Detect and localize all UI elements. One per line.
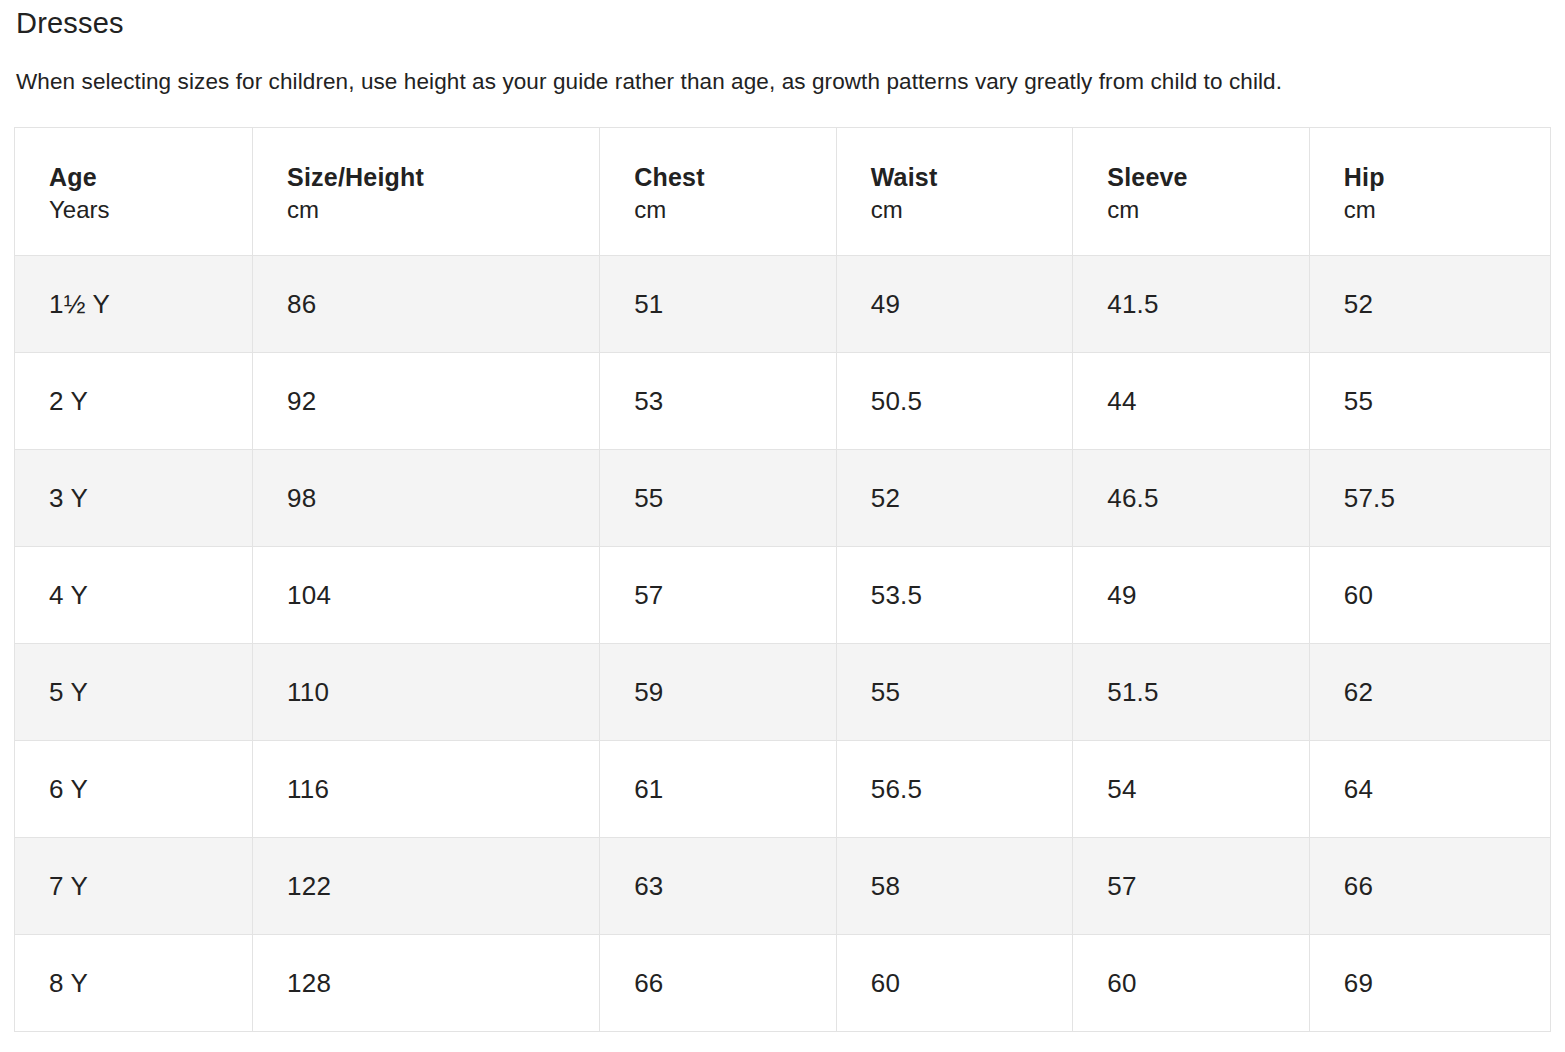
size-guide-page: Dresses When selecting sizes for childre…	[0, 0, 1565, 1052]
cell-size-height: 98	[253, 450, 600, 547]
cell-size-height: 122	[253, 838, 600, 935]
column-header-waist: Waist cm	[836, 128, 1073, 256]
cell-age: 4 Y	[15, 547, 253, 644]
cell-waist: 50.5	[836, 353, 1073, 450]
cell-chest: 55	[600, 450, 837, 547]
table-row: 1½ Y 86 51 49 41.5 52	[15, 256, 1551, 353]
cell-age: 2 Y	[15, 353, 253, 450]
column-header-size-height-label: Size/Height	[287, 161, 589, 194]
cell-chest: 57	[600, 547, 837, 644]
cell-sleeve: 60	[1073, 935, 1310, 1032]
cell-sleeve: 54	[1073, 741, 1310, 838]
cell-age: 7 Y	[15, 838, 253, 935]
cell-size-height: 104	[253, 547, 600, 644]
cell-size-height: 116	[253, 741, 600, 838]
table-row: 3 Y 98 55 52 46.5 57.5	[15, 450, 1551, 547]
cell-size-height: 86	[253, 256, 600, 353]
column-header-hip: Hip cm	[1309, 128, 1550, 256]
column-header-size-height: Size/Height cm	[253, 128, 600, 256]
cell-chest: 59	[600, 644, 837, 741]
page-title: Dresses	[16, 6, 1551, 41]
cell-chest: 61	[600, 741, 837, 838]
column-header-age-unit: Years	[49, 194, 242, 225]
cell-age: 6 Y	[15, 741, 253, 838]
cell-hip: 69	[1309, 935, 1550, 1032]
cell-size-height: 92	[253, 353, 600, 450]
size-chart-table: Age Years Size/Height cm Chest cm Waist …	[14, 127, 1551, 1032]
column-header-hip-label: Hip	[1344, 161, 1540, 194]
column-header-hip-unit: cm	[1344, 194, 1540, 225]
cell-hip: 57.5	[1309, 450, 1550, 547]
cell-age: 3 Y	[15, 450, 253, 547]
column-header-waist-unit: cm	[871, 194, 1063, 225]
cell-waist: 55	[836, 644, 1073, 741]
table-row: 7 Y 122 63 58 57 66	[15, 838, 1551, 935]
column-header-chest: Chest cm	[600, 128, 837, 256]
cell-chest: 53	[600, 353, 837, 450]
column-header-chest-label: Chest	[634, 161, 826, 194]
cell-waist: 49	[836, 256, 1073, 353]
cell-age: 1½ Y	[15, 256, 253, 353]
cell-age: 8 Y	[15, 935, 253, 1032]
cell-chest: 51	[600, 256, 837, 353]
cell-sleeve: 41.5	[1073, 256, 1310, 353]
table-row: 4 Y 104 57 53.5 49 60	[15, 547, 1551, 644]
page-description: When selecting sizes for children, use h…	[16, 67, 1551, 96]
cell-waist: 60	[836, 935, 1073, 1032]
column-header-size-height-unit: cm	[287, 194, 589, 225]
cell-waist: 53.5	[836, 547, 1073, 644]
cell-chest: 66	[600, 935, 837, 1032]
column-header-sleeve: Sleeve cm	[1073, 128, 1310, 256]
cell-age: 5 Y	[15, 644, 253, 741]
cell-hip: 60	[1309, 547, 1550, 644]
cell-size-height: 110	[253, 644, 600, 741]
column-header-age-label: Age	[49, 161, 242, 194]
column-header-age: Age Years	[15, 128, 253, 256]
cell-sleeve: 57	[1073, 838, 1310, 935]
table-row: 2 Y 92 53 50.5 44 55	[15, 353, 1551, 450]
column-header-waist-label: Waist	[871, 161, 1063, 194]
cell-hip: 64	[1309, 741, 1550, 838]
cell-hip: 66	[1309, 838, 1550, 935]
cell-sleeve: 49	[1073, 547, 1310, 644]
cell-sleeve: 44	[1073, 353, 1310, 450]
table-row: 5 Y 110 59 55 51.5 62	[15, 644, 1551, 741]
table-row: 8 Y 128 66 60 60 69	[15, 935, 1551, 1032]
cell-hip: 62	[1309, 644, 1550, 741]
cell-hip: 55	[1309, 353, 1550, 450]
cell-chest: 63	[600, 838, 837, 935]
cell-waist: 58	[836, 838, 1073, 935]
cell-size-height: 128	[253, 935, 600, 1032]
table-row: 6 Y 116 61 56.5 54 64	[15, 741, 1551, 838]
cell-sleeve: 46.5	[1073, 450, 1310, 547]
cell-hip: 52	[1309, 256, 1550, 353]
column-header-sleeve-unit: cm	[1107, 194, 1299, 225]
column-header-chest-unit: cm	[634, 194, 826, 225]
header-row: Age Years Size/Height cm Chest cm Waist …	[15, 128, 1551, 256]
column-header-sleeve-label: Sleeve	[1107, 161, 1299, 194]
cell-waist: 52	[836, 450, 1073, 547]
cell-waist: 56.5	[836, 741, 1073, 838]
cell-sleeve: 51.5	[1073, 644, 1310, 741]
